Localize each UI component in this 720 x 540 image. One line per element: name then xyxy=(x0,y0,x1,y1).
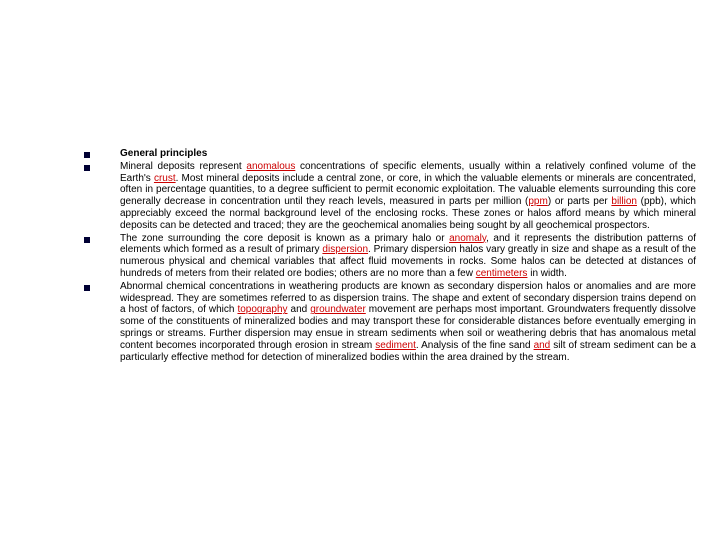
bullet-marker xyxy=(84,285,90,291)
bullet-paragraph: The zone surrounding the core deposit is… xyxy=(120,233,696,280)
text-run: . Analysis of the fine sand xyxy=(416,340,534,351)
hyperlink[interactable]: centimeters xyxy=(476,268,528,279)
bullet-paragraph: Mineral deposits represent anomalous con… xyxy=(120,161,696,232)
hyperlink[interactable]: ppm xyxy=(528,196,547,207)
hyperlink[interactable]: anomaly xyxy=(449,233,486,244)
bullet-item: General principles xyxy=(84,148,696,160)
text-run: and xyxy=(288,304,311,315)
text-run: Mineral deposits represent xyxy=(120,161,246,172)
bullet-paragraph: Abnormal chemical concentrations in weat… xyxy=(120,281,696,364)
text-run: ) or parts per xyxy=(548,196,612,207)
text-run: The zone surrounding the core deposit is… xyxy=(120,233,449,244)
hyperlink[interactable]: topography xyxy=(237,304,287,315)
bullet-marker xyxy=(84,237,90,243)
hyperlink[interactable]: crust xyxy=(154,173,176,184)
text-run: General principles xyxy=(120,148,207,159)
hyperlink[interactable]: sediment xyxy=(375,340,416,351)
bullet-item: Abnormal chemical concentrations in weat… xyxy=(84,281,696,364)
bullet-item: Mineral deposits represent anomalous con… xyxy=(84,161,696,232)
hyperlink[interactable]: and xyxy=(534,340,551,351)
text-run: in width. xyxy=(527,268,566,279)
bullet-item: The zone surrounding the core deposit is… xyxy=(84,233,696,280)
bullet-marker xyxy=(84,152,90,158)
bullet-marker xyxy=(84,165,90,171)
bullet-heading: General principles xyxy=(120,148,207,160)
hyperlink[interactable]: billion xyxy=(611,196,637,207)
hyperlink[interactable]: dispersion xyxy=(322,244,368,255)
hyperlink[interactable]: anomalous xyxy=(246,161,295,172)
slide-content: General principles Mineral deposits repre… xyxy=(84,148,696,364)
hyperlink[interactable]: groundwater xyxy=(310,304,366,315)
